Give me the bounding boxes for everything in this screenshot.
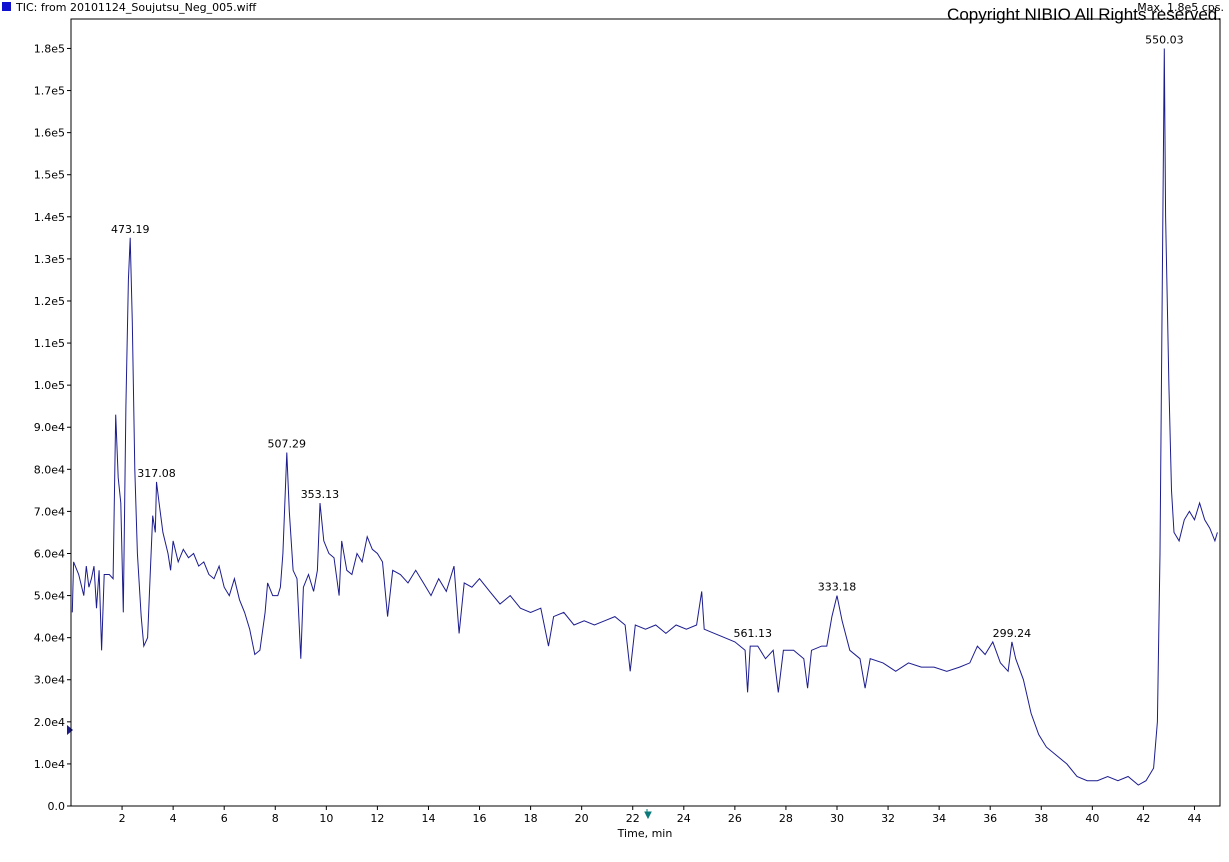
x-tick-label: 40 bbox=[1085, 812, 1099, 825]
y-tick-label: 2.0e4 bbox=[34, 716, 65, 729]
x-tick-label: 44 bbox=[1187, 812, 1201, 825]
peak-label: 561.13 bbox=[733, 627, 772, 640]
y-tick-label: 6.0e4 bbox=[34, 547, 65, 560]
peak-label: 317.08 bbox=[137, 467, 176, 480]
x-tick-label: 2 bbox=[119, 812, 126, 825]
x-tick-label: 10 bbox=[319, 812, 333, 825]
peak-label: 473.19 bbox=[111, 223, 150, 236]
marker bbox=[644, 809, 652, 820]
x-axis-label: Time, min bbox=[617, 827, 673, 840]
y-tick-label: 1.3e5 bbox=[34, 253, 65, 266]
x-tick-label: 12 bbox=[370, 812, 384, 825]
x-tick-label: 8 bbox=[272, 812, 279, 825]
x-tick-label: 28 bbox=[779, 812, 793, 825]
peak-label: 550.03 bbox=[1145, 33, 1184, 46]
plot-frame bbox=[70, 18, 1221, 807]
peak-label: 507.29 bbox=[268, 437, 307, 450]
peak-label: 299.24 bbox=[993, 627, 1032, 640]
y-tick-label: 1.7e5 bbox=[34, 85, 65, 98]
x-tick-label: 32 bbox=[881, 812, 895, 825]
x-tick-label: 18 bbox=[524, 812, 538, 825]
y-tick-label: 1.4e5 bbox=[34, 211, 65, 224]
y-tick-label: 3.0e4 bbox=[34, 674, 65, 687]
copyright: Copyright NIBIO All Rights reserved. bbox=[947, 5, 1222, 24]
y-tick-label: 9.0e4 bbox=[34, 421, 65, 434]
x-tick-label: 26 bbox=[728, 812, 742, 825]
y-tick-label: 1.2e5 bbox=[34, 295, 65, 308]
peak-label: 333.18 bbox=[818, 581, 857, 594]
x-tick-label: 14 bbox=[421, 812, 435, 825]
x-tick-label: 42 bbox=[1136, 812, 1150, 825]
max-label: Max. 1.8e5 cps. bbox=[1137, 1, 1224, 14]
y-tick-label: 1.5e5 bbox=[34, 169, 65, 182]
marker bbox=[67, 725, 73, 735]
y-tick-label: 1.6e5 bbox=[34, 127, 65, 140]
x-tick-label: 16 bbox=[473, 812, 487, 825]
y-tick-label: 4.0e4 bbox=[34, 632, 65, 645]
y-tick-label: 1.8e5 bbox=[34, 42, 65, 55]
x-tick-label: 6 bbox=[221, 812, 228, 825]
y-tick-label: 1.0e5 bbox=[34, 379, 65, 392]
y-tick-label: 0.0 bbox=[48, 800, 66, 813]
peak-label: 353.13 bbox=[301, 488, 340, 501]
legend-swatch bbox=[2, 2, 11, 11]
chart-title: TIC: from 20101124_Soujutsu_Neg_005.wiff bbox=[15, 1, 257, 14]
x-tick-label: 20 bbox=[575, 812, 589, 825]
x-tick-label: 36 bbox=[983, 812, 997, 825]
x-tick-label: 22 bbox=[626, 812, 640, 825]
y-tick-label: 7.0e4 bbox=[34, 505, 65, 518]
y-tick-label: 5.0e4 bbox=[34, 590, 65, 603]
x-tick-label: 24 bbox=[677, 812, 691, 825]
x-tick-label: 30 bbox=[830, 812, 844, 825]
y-tick-label: 1.1e5 bbox=[34, 337, 65, 350]
x-tick-label: 38 bbox=[1034, 812, 1048, 825]
x-tick-label: 4 bbox=[170, 812, 177, 825]
y-tick-label: 1.0e4 bbox=[34, 758, 65, 771]
y-tick-label: 8.0e4 bbox=[34, 463, 65, 476]
tic-line bbox=[71, 48, 1218, 786]
x-tick-label: 34 bbox=[932, 812, 946, 825]
